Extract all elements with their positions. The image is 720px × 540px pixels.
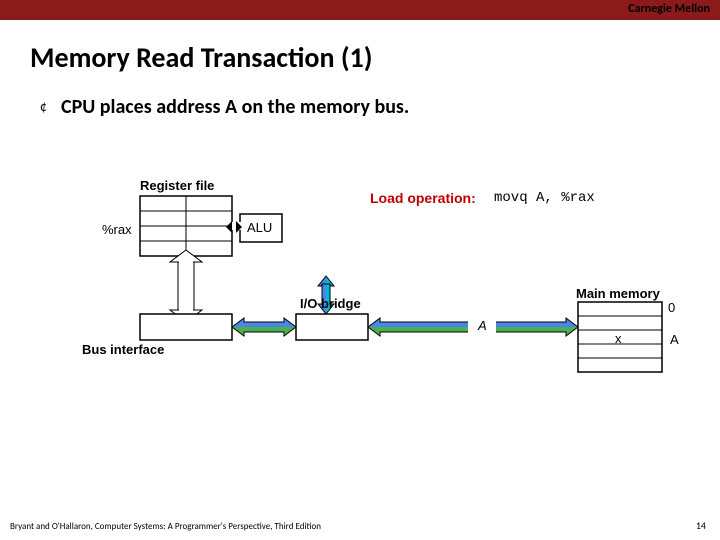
- bus-interface-label: Bus interface: [82, 342, 164, 357]
- load-op-label: Load operation:: [370, 190, 476, 206]
- slide-title: Memory Read Transaction (1): [30, 40, 720, 75]
- footer-citation: Bryant and O'Hallaron, Computer Systems:…: [10, 521, 321, 532]
- main-memory-label: Main memory: [576, 286, 660, 301]
- page-number: 14: [696, 519, 706, 532]
- diagram: Register file %rax ALU Load operation: m…: [0, 170, 720, 430]
- header-org: Carnegie Mellon: [628, 2, 710, 16]
- register-file-label: Register file: [140, 178, 214, 193]
- bullet-text: CPU places address A on the memory bus.: [61, 95, 409, 119]
- mem-A-label: A: [670, 332, 679, 347]
- rax-label: %rax: [102, 222, 132, 237]
- alu-label: ALU: [247, 220, 272, 235]
- bus-A-label: A: [478, 318, 487, 333]
- header-bar: Carnegie Mellon: [0, 0, 720, 20]
- io-bridge-label: I/O bridge: [300, 296, 361, 311]
- bullet-marker: ¢: [40, 98, 47, 115]
- mem-zero-label: 0: [668, 300, 675, 315]
- load-op-code: movq A, %rax: [494, 190, 595, 206]
- bullet: ¢ CPU places address A on the memory bus…: [40, 95, 720, 119]
- mem-x-label: x: [615, 331, 622, 346]
